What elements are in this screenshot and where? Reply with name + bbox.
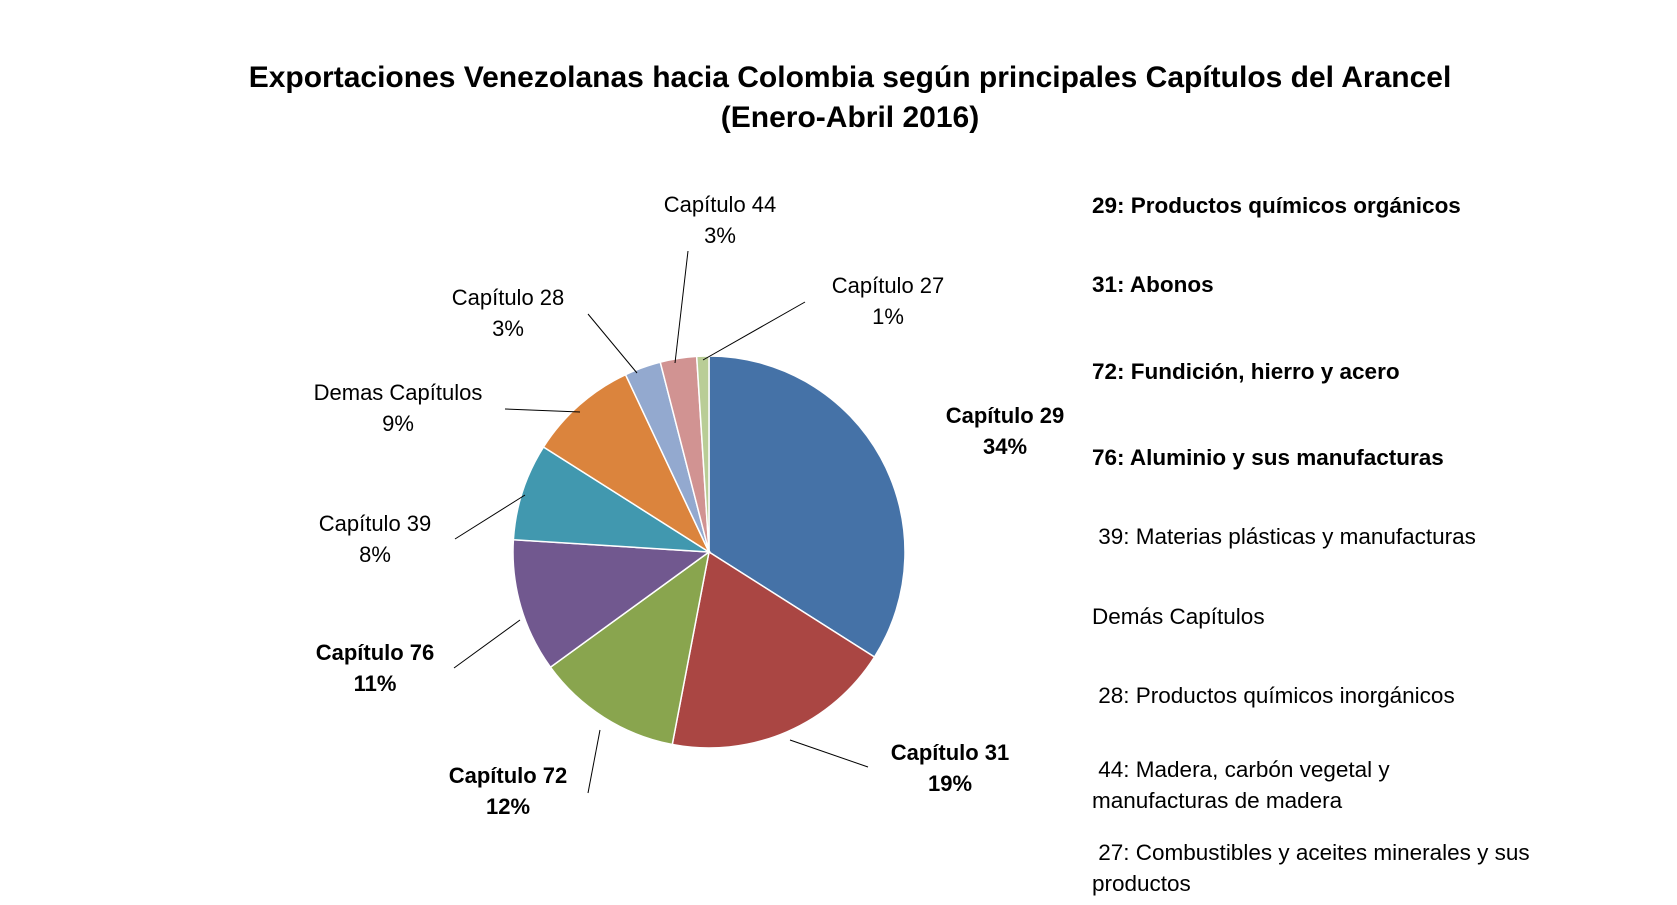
slice-label-capitulo-27: Capítulo 27 1% xyxy=(832,273,945,329)
chart-title-line-1: Exportaciones Venezolanas hacia Colombia… xyxy=(248,61,1452,94)
slice-label-capitulo-76: Capítulo 76 11% xyxy=(316,640,435,696)
legend-item: 76: Aluminio y sus manufacturas xyxy=(1092,442,1652,473)
slice-label-name: Demas Capítulos xyxy=(314,380,483,405)
slice-label-capitulo-28: Capítulo 28 3% xyxy=(452,285,565,341)
slice-label-demas-capitulos: Demas Capítulos 9% xyxy=(314,380,483,436)
slice-label-capitulo-72: Capítulo 72 12% xyxy=(449,763,568,819)
legend-item: Demás Capítulos xyxy=(1092,601,1652,632)
legend-item: 39: Materias plásticas y manufacturas xyxy=(1092,521,1652,552)
legend-item-line: 27: Combustibles y aceites minerales y s… xyxy=(1092,840,1530,865)
legend-item-line: 29: Productos químicos orgánicos xyxy=(1092,193,1461,218)
legend-item-line: 76: Aluminio y sus manufacturas xyxy=(1092,445,1444,470)
pie-slice-demas-capitulos xyxy=(542,373,711,555)
pie-slice-capitulo-29 xyxy=(708,355,906,659)
slice-label-percent: 8% xyxy=(359,542,391,567)
legend-item: 44: Madera, carbón vegetal y manufacturas… xyxy=(1092,754,1652,816)
leader-line-capitulo-31 xyxy=(789,739,869,768)
pie-slice-capitulo-39 xyxy=(512,445,710,553)
slice-label-percent: 3% xyxy=(492,316,524,341)
slice-label-capitulo-44: Capítulo 44 3% xyxy=(664,192,777,248)
slice-label-capitulo-29: Capítulo 29 34% xyxy=(946,403,1065,459)
leader-line-capitulo-44 xyxy=(674,250,689,364)
pie-slice-capitulo-72 xyxy=(549,550,711,746)
leader-line-capitulo-28 xyxy=(587,313,638,374)
leader-line-capitulo-39 xyxy=(454,494,526,540)
slice-label-name: Capítulo 31 xyxy=(891,740,1010,765)
slice-label-percent: 19% xyxy=(928,771,972,796)
legend-item-line: 44: Madera, carbón vegetal y xyxy=(1092,757,1390,782)
legend-item-line: manufacturas de madera xyxy=(1092,788,1343,813)
leader-line-capitulo-27 xyxy=(702,301,806,361)
legend-item-line: 72: Fundición, hierro y acero xyxy=(1092,359,1400,384)
slice-label-percent: 34% xyxy=(983,434,1027,459)
legend-item-line: productos xyxy=(1092,871,1191,896)
legend-item-line: 28: Productos químicos inorgánicos xyxy=(1092,683,1455,708)
slice-label-percent: 11% xyxy=(354,671,397,696)
legend-item: 28: Productos químicos inorgánicos xyxy=(1092,680,1652,711)
slice-label-name: Capítulo 39 xyxy=(319,511,432,536)
legend-item: 72: Fundición, hierro y acero xyxy=(1092,356,1652,387)
legend-item: 29: Productos químicos orgánicos xyxy=(1092,190,1652,221)
legend-item-line: 39: Materias plásticas y manufacturas xyxy=(1092,524,1476,549)
pie-slice-capitulo-76 xyxy=(512,538,712,669)
leader-line-capitulo-76 xyxy=(453,619,521,669)
leader-line-capitulo-72 xyxy=(587,729,601,794)
chart-title-line-2: (Enero-Abril 2016) xyxy=(720,101,980,134)
slice-label-name: Capítulo 44 xyxy=(664,192,777,217)
slice-label-name: Capítulo 72 xyxy=(449,763,568,788)
chart-title: Exportaciones Venezolanas hacia Colombia… xyxy=(150,58,1550,138)
slice-label-name: Capítulo 28 xyxy=(452,285,565,310)
pie-slice-capitulo-31 xyxy=(671,550,876,749)
slice-label-capitulo-39: Capítulo 39 8% xyxy=(319,511,432,567)
legend-item-line: Demás Capítulos xyxy=(1092,604,1265,629)
legend-item-line: 31: Abonos xyxy=(1092,272,1214,297)
pie-chart: Capítulo 29 34% Capítulo 31 19% Capítulo 72 1… xyxy=(314,192,1065,819)
slice-label-name: Capítulo 76 xyxy=(316,640,435,665)
pie-slice-capitulo-27 xyxy=(695,355,710,553)
leader-line-demas-capitulos xyxy=(504,408,581,413)
slice-label-percent: 3% xyxy=(704,223,736,248)
slice-label-name: Capítulo 29 xyxy=(946,403,1065,428)
slice-label-percent: 1% xyxy=(872,304,904,329)
slice-label-percent: 12% xyxy=(486,794,530,819)
slice-label-percent: 9% xyxy=(382,411,414,436)
legend-item: 27: Combustibles y aceites minerales y s… xyxy=(1092,837,1652,899)
slice-label-capitulo-31: Capítulo 31 19% xyxy=(891,740,1010,796)
legend-item: 31: Abonos xyxy=(1092,269,1652,300)
slice-label-name: Capítulo 27 xyxy=(832,273,945,298)
